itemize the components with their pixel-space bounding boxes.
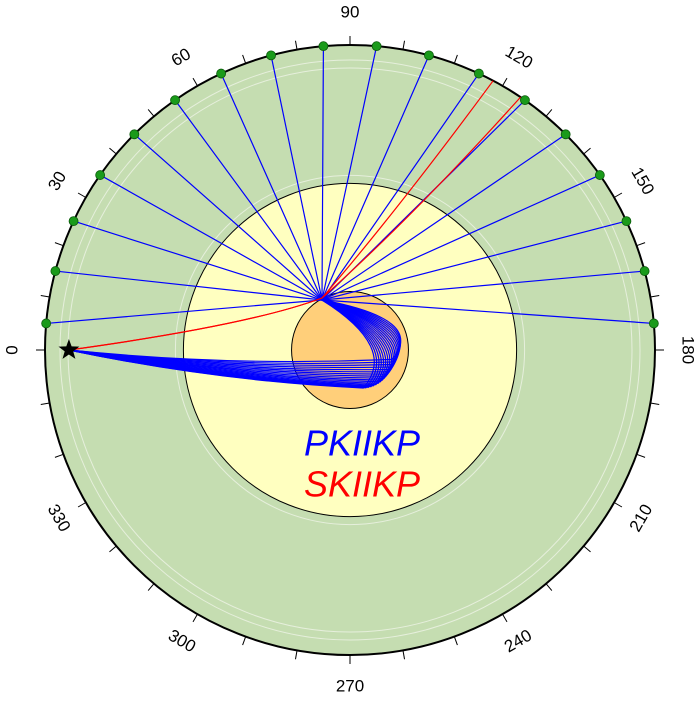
major-tick [613,502,623,508]
skiikp-ray [68,96,521,351]
minor-tick [650,294,660,298]
minor-tick [294,40,298,50]
pkiikp-ray [68,270,645,365]
pkiikp-ray [68,99,526,373]
minor-tick [583,147,591,155]
major-tick [613,192,623,198]
angle-label: 120 [502,42,536,73]
major-tick [502,77,508,87]
pkiikp-ray [68,133,567,371]
receiver [266,50,276,61]
minor-tick [54,453,64,458]
minor-tick [40,402,50,406]
minor-tick [294,650,298,660]
receiver [648,318,659,329]
minor-tick [242,54,247,64]
minor-tick [583,545,591,553]
receiver [560,129,571,140]
minor-tick [242,636,247,646]
receiver [639,266,650,276]
pkiikp-ray [68,220,627,367]
angle-label: 60 [168,44,194,70]
legend-skiikp: SKIIKP [304,464,420,505]
receiver [170,95,180,106]
major-tick [192,77,198,87]
pkiikp-ray [68,55,430,377]
pkiikp-ray [68,174,601,369]
receiver [473,68,484,79]
minor-tick [402,40,406,50]
angle-label: 330 [44,501,75,535]
major-tick [502,613,508,623]
source [58,339,80,359]
angle-label: 150 [627,164,658,198]
angle-label: 240 [501,626,535,657]
angle-label: 300 [165,626,199,657]
pkiikp-ray [68,73,480,375]
receiver [520,95,530,106]
receiver [216,68,227,79]
angle-label: 270 [336,676,364,695]
minor-tick [109,147,117,155]
dpp-layer [174,174,526,526]
angle-label: 30 [44,168,70,194]
receiver [621,216,632,227]
minor-tick [453,54,458,64]
minor-tick [650,402,660,406]
angle-label: 210 [626,501,657,535]
minor-tick [453,636,458,646]
rays [46,46,654,389]
minor-tick [109,545,117,553]
minor-tick [636,242,646,247]
legend-pkiikp: PKIIKP [304,423,420,464]
minor-tick [147,109,155,117]
major-tick [77,192,87,198]
receiver [594,170,605,180]
minor-tick [545,109,553,117]
receiver [371,41,382,52]
receiver [95,170,106,180]
receiver [424,50,434,61]
receiver [129,129,140,140]
receiver [41,318,52,329]
major-tick [192,613,198,623]
discontinuity [59,59,641,641]
minor-tick [54,242,64,247]
major-tick [77,502,87,508]
pkiikp-ray [68,299,654,363]
minor-tick [147,583,155,591]
angle-label: 0 [2,345,21,354]
receiver [318,41,329,52]
minor-tick [40,294,50,298]
receiver [50,266,61,276]
angle-label: 180 [679,336,698,364]
minor-tick [402,650,406,660]
minor-tick [636,453,646,458]
minor-tick [545,583,553,591]
receiver [68,216,79,227]
angle-label: 90 [341,2,360,21]
